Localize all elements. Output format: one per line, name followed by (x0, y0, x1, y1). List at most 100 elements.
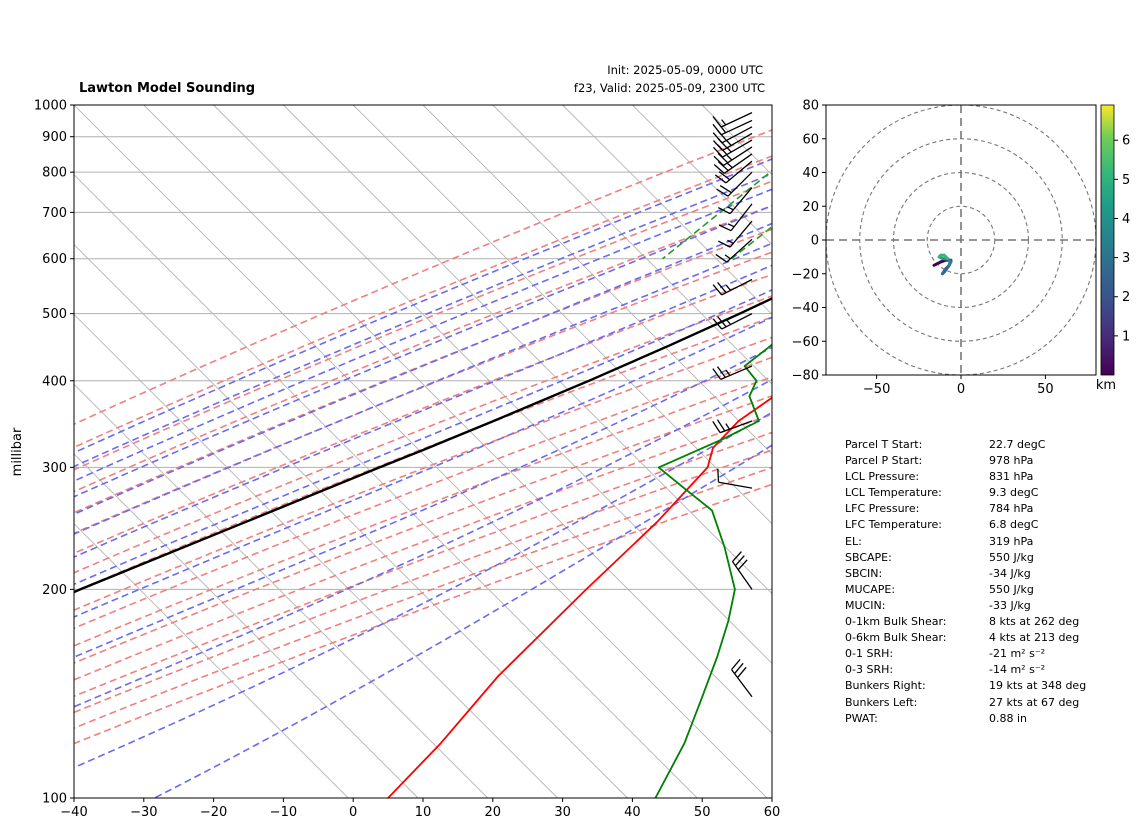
parameter-label: SBCAPE: (845, 550, 892, 564)
wind-barb-half-feather (725, 369, 731, 376)
wind-barb (712, 365, 753, 380)
hodograph-segment (942, 253, 949, 261)
wind-barb-half-feather (725, 284, 732, 291)
wind-barb-feather (718, 171, 731, 181)
parameter-label: MUCAPE: (845, 582, 896, 596)
wind-barb-feather (717, 161, 729, 172)
moist-adiabat-line (154, 444, 772, 798)
y-tick-label: 1000 (34, 99, 67, 114)
background-lines (74, 105, 1120, 798)
x-tick-label: 10 (415, 805, 432, 820)
parameter-label: 0-1km Bulk Shear: (845, 615, 947, 629)
y-tick-label: 400 (42, 374, 67, 389)
wind-barb-feather (717, 468, 720, 483)
wind-barb-shaft (720, 365, 753, 380)
wind-barb-shaft (729, 220, 753, 248)
wind-barb-shaft (720, 119, 753, 136)
hodograph-y-tick-label: 80 (802, 99, 819, 114)
parameter-row: Bunkers Right: 19 kts at 348 deg (845, 678, 1125, 694)
wind-barb-half-feather (721, 119, 727, 126)
x-tick-label: 50 (694, 805, 711, 820)
wind-barb-shaft (729, 187, 753, 215)
wind-barb-feather (717, 129, 727, 141)
parameter-label: LFC Pressure: (845, 502, 920, 516)
hodograph-y-tick-label: −20 (792, 267, 819, 282)
hodograph-ring (926, 205, 996, 275)
moist-adiabat-line (74, 378, 772, 708)
moist-adiabat-line (74, 346, 772, 659)
mixing-ratio-line (914, 105, 1120, 259)
y-tick-label: 500 (42, 307, 67, 322)
wind-barb-shaft (731, 669, 753, 698)
wind-barb (716, 171, 753, 197)
wind-barb-feather (712, 284, 723, 296)
parameter-row: MUCAPE: 550 J/kg (845, 582, 1125, 598)
parameter-row: LCL Pressure: 831 hPa (845, 469, 1125, 485)
parameter-value: 6.8 degC (989, 518, 1039, 532)
parameter-value: 831 hPa (989, 470, 1034, 484)
valid-time-label: f23, Valid: 2025-05-09, 2300 UTC (574, 81, 765, 95)
isotherm-line (143, 105, 772, 734)
moist-adiabat-line (74, 264, 772, 558)
wind-barb (713, 153, 753, 174)
dry-adiabat-line (74, 273, 772, 555)
parameter-value: 9.3 degC (989, 486, 1039, 500)
parameter-label: Bunkers Right: (845, 679, 926, 693)
wind-barb-feather (713, 155, 724, 166)
wind-barb-feather (718, 224, 732, 232)
y-axis-label: millibar (10, 427, 25, 476)
wind-barb-feather (717, 316, 727, 328)
wind-barb-feather (712, 318, 723, 330)
parameter-label: PWAT: (845, 711, 878, 725)
wind-barb-feather (716, 366, 726, 378)
y-tick-label: 300 (42, 461, 67, 476)
y-tick-label: 800 (42, 166, 67, 181)
moist-adiabat-line (74, 172, 772, 468)
hodograph-y-tick-label: −80 (792, 369, 819, 384)
wind-barb (712, 419, 753, 434)
parameter-row: Parcel T Start: 22.7 degC (845, 437, 1125, 453)
parameter-label: EL: (845, 534, 862, 548)
wind-barb-half-feather (724, 254, 731, 260)
dry-adiabat-line (74, 449, 772, 714)
isotherm-line (632, 105, 772, 246)
parameter-value: 550 J/kg (989, 582, 1034, 596)
wind-barb-half-feather (727, 206, 734, 211)
x-tick-label: −40 (60, 805, 87, 820)
parameter-row: 0-3 SRH: -14 m² s⁻² (845, 662, 1125, 678)
wind-barb-shaft (719, 420, 753, 434)
wind-barb-shaft (723, 146, 753, 166)
wind-barb (715, 238, 753, 263)
wind-barb (718, 203, 753, 232)
wind-barb-feather (716, 188, 729, 197)
isotherm-line (74, 523, 349, 798)
parameter-value: -14 m² s⁻² (989, 663, 1046, 677)
dry-adiabat-line (74, 394, 772, 664)
colorbar-axis: 1 2 3 4 5 6 (1114, 134, 1130, 344)
isotherm-line (283, 105, 772, 595)
wind-barb-feather (719, 185, 732, 194)
dry-adiabat-line (74, 180, 772, 471)
wind-barb-feather (717, 282, 727, 294)
parameter-value: 19 kts at 348 deg (989, 679, 1087, 693)
dry-adiabat-line (74, 228, 772, 514)
wind-barb-feather (715, 253, 728, 263)
hodograph-y-tick-label: 0 (811, 234, 819, 249)
parameter-label: Parcel P Start: (845, 454, 923, 468)
wind-barb-feather (737, 666, 747, 678)
init-time-label: Init: 2025-05-09, 0000 UTC (607, 63, 763, 77)
colorbar-tick-label: 4 (1122, 212, 1130, 227)
wind-barb-feather (717, 207, 731, 215)
x-tick-label: −30 (130, 805, 157, 820)
parameter-row: PWAT: 0.88 in (845, 711, 1125, 727)
dry-adiabat-line (74, 413, 772, 681)
parameter-row: 0-6km Bulk Shear: 4 kts at 213 deg (845, 630, 1125, 646)
hodograph-x-tick-label: 0 (957, 382, 965, 397)
isotherm-line (74, 174, 698, 798)
hodograph-y-tick-label: 60 (802, 132, 819, 147)
parameter-label: LCL Temperature: (845, 486, 942, 500)
wind-barb-feather (716, 121, 727, 134)
parameter-row: Parcel P Start: 978 hPa (845, 453, 1125, 469)
y-tick-label: 900 (42, 130, 67, 145)
wind-barb-shaft (731, 561, 753, 590)
